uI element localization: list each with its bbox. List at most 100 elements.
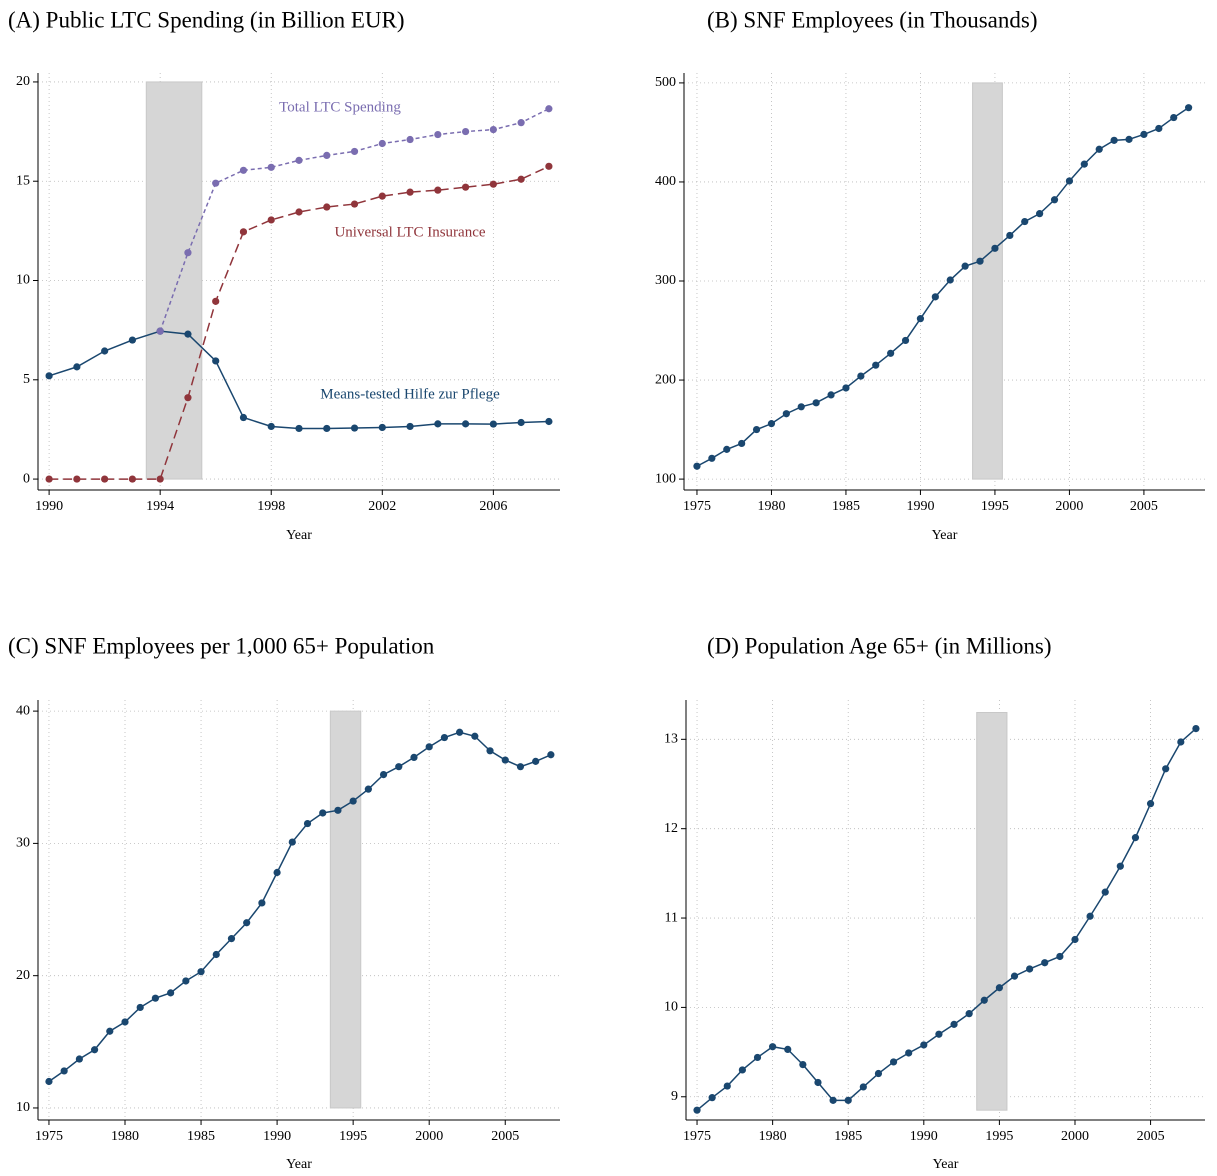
data-point — [545, 105, 553, 113]
x-tick-label: 1990 — [263, 1129, 291, 1144]
x-tick-label: 1990 — [35, 499, 63, 514]
data-point — [965, 1010, 973, 1018]
data-point — [349, 797, 357, 805]
x-tick-label: 1985 — [834, 1129, 862, 1144]
data-point — [1095, 145, 1103, 153]
data-point — [319, 809, 327, 817]
data-point — [1101, 888, 1109, 896]
x-tick-label: 2000 — [1061, 1129, 1089, 1144]
x-tick-label: 1980 — [757, 499, 785, 514]
data-point — [935, 1030, 943, 1038]
data-point — [184, 394, 192, 402]
data-point — [434, 420, 442, 428]
data-point — [489, 180, 497, 188]
data-point — [182, 977, 190, 985]
data-point — [167, 989, 175, 997]
data-point — [156, 327, 164, 335]
panel: (B) SNF Employees (in Thousands) 100 200 30… — [655, 7, 1205, 543]
y-tick-label: 40 — [16, 703, 30, 718]
data-point — [991, 244, 999, 252]
data-point — [1185, 104, 1193, 112]
data-point — [212, 950, 220, 959]
data-point — [212, 179, 220, 187]
data-point — [738, 439, 746, 448]
data-point — [489, 125, 497, 134]
data-point — [121, 1018, 129, 1026]
data-point — [1192, 724, 1200, 733]
data-point — [440, 733, 449, 742]
data-point — [1177, 738, 1185, 746]
data-point — [797, 403, 805, 411]
y-tick-label: 30 — [16, 836, 30, 851]
data-point — [75, 1055, 83, 1063]
data-point — [1162, 765, 1170, 773]
y-tick-label: 100 — [655, 471, 676, 486]
data-point — [1036, 210, 1044, 218]
data-point — [812, 399, 820, 407]
panel: (A) Public LTC Spending (in Billion EUR)… — [8, 7, 560, 543]
data-point — [73, 363, 81, 371]
data-point — [516, 763, 525, 771]
data-point — [101, 475, 109, 483]
data-point — [738, 1066, 746, 1074]
data-point — [45, 372, 53, 380]
data-point — [1146, 800, 1155, 808]
data-point — [1026, 965, 1034, 973]
data-point — [753, 1053, 762, 1062]
x-axis-label: Year — [286, 1157, 312, 1172]
x-tick-label: 1990 — [906, 499, 934, 514]
data-point — [106, 1027, 114, 1035]
data-point — [723, 1082, 731, 1090]
data-point — [1125, 135, 1133, 143]
data-point — [378, 423, 386, 432]
data-point — [842, 384, 850, 392]
x-tick-label: 2005 — [491, 1129, 519, 1144]
data-point — [267, 422, 275, 431]
shaded-period — [972, 82, 1003, 480]
data-point — [239, 166, 248, 174]
data-point — [489, 420, 497, 428]
y-tick-label: 10 — [16, 273, 30, 288]
data-point — [73, 475, 81, 483]
x-tick-label: 2005 — [1137, 1129, 1165, 1144]
data-point — [350, 424, 359, 432]
data-point — [273, 868, 281, 877]
data-point — [1010, 972, 1019, 980]
data-point — [227, 935, 236, 943]
series-label: Total LTC Spending — [279, 99, 401, 115]
data-point — [156, 475, 164, 483]
series-line — [696, 728, 1197, 1111]
data-point — [258, 899, 266, 907]
data-point — [334, 806, 342, 814]
data-point — [461, 183, 470, 191]
data-point — [1110, 136, 1118, 144]
data-point — [901, 336, 910, 345]
x-tick-label: 1980 — [759, 1129, 787, 1144]
data-point — [545, 162, 553, 170]
data-point — [267, 216, 275, 224]
data-point — [267, 163, 275, 171]
x-tick-label: 1975 — [683, 1129, 711, 1144]
data-point — [980, 996, 988, 1004]
x-axis-label: Year — [932, 528, 958, 543]
x-tick-label: 1980 — [111, 1129, 139, 1144]
data-point — [1065, 177, 1074, 185]
data-point — [288, 838, 296, 846]
data-point — [1021, 217, 1029, 226]
data-point — [295, 156, 303, 164]
data-point — [799, 1060, 807, 1069]
data-point — [532, 757, 540, 765]
data-point — [184, 249, 192, 257]
x-tick-label: 1975 — [683, 499, 711, 514]
data-point — [1041, 959, 1049, 967]
data-point — [60, 1067, 68, 1075]
series-line — [48, 731, 552, 1083]
data-point — [486, 747, 494, 755]
series-label: Universal LTC Insurance — [334, 224, 485, 240]
y-tick-label: 400 — [655, 174, 676, 189]
data-point — [212, 357, 220, 365]
data-point — [1116, 862, 1124, 870]
panel: (C) SNF Employees per 1,000 65+ Populati… — [8, 633, 560, 1172]
data-point — [829, 1096, 837, 1104]
